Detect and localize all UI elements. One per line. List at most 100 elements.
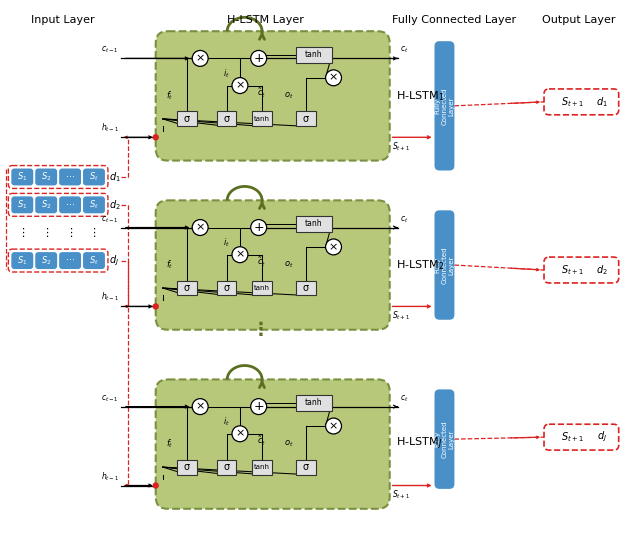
- Text: σ: σ: [223, 283, 230, 293]
- FancyBboxPatch shape: [156, 380, 390, 509]
- Bar: [296, 395, 332, 411]
- FancyBboxPatch shape: [544, 257, 619, 283]
- Text: $c_{t-1}$: $c_{t-1}$: [101, 393, 119, 404]
- Circle shape: [153, 304, 158, 309]
- Text: σ: σ: [184, 462, 190, 472]
- Text: ×: ×: [236, 429, 244, 439]
- Text: σ: σ: [303, 283, 309, 293]
- Text: $d_J$: $d_J$: [597, 430, 607, 444]
- Text: tanh: tanh: [253, 285, 269, 291]
- Text: $S_1$: $S_1$: [17, 171, 28, 183]
- Circle shape: [232, 426, 248, 442]
- Text: ···: ···: [65, 172, 75, 182]
- Text: ⋮: ⋮: [252, 321, 270, 339]
- Text: $i_t$: $i_t$: [223, 416, 230, 428]
- FancyBboxPatch shape: [12, 169, 33, 186]
- Text: ···: ···: [65, 200, 75, 210]
- Bar: [216, 281, 236, 295]
- FancyBboxPatch shape: [156, 200, 390, 330]
- Text: +: +: [253, 221, 264, 234]
- Text: $f_t$: $f_t$: [166, 90, 174, 102]
- Circle shape: [153, 135, 158, 140]
- Bar: [296, 460, 316, 474]
- Text: $c_t$: $c_t$: [399, 214, 408, 225]
- Text: $c_{t-1}$: $c_{t-1}$: [101, 45, 119, 55]
- Text: $o_t$: $o_t$: [284, 260, 293, 270]
- Circle shape: [326, 418, 342, 434]
- Text: $S_{t+1}$: $S_{t+1}$: [392, 140, 410, 153]
- Text: tanh: tanh: [305, 219, 323, 228]
- FancyBboxPatch shape: [59, 169, 81, 186]
- FancyBboxPatch shape: [59, 196, 81, 213]
- FancyBboxPatch shape: [435, 390, 454, 489]
- Text: $d_1$: $d_1$: [596, 95, 608, 109]
- Bar: [216, 460, 236, 474]
- Circle shape: [326, 239, 342, 255]
- Bar: [296, 216, 332, 232]
- FancyBboxPatch shape: [544, 89, 619, 115]
- FancyBboxPatch shape: [35, 252, 57, 269]
- Text: $d_1$: $d_1$: [109, 170, 121, 184]
- FancyBboxPatch shape: [435, 211, 454, 320]
- Text: $h_{t-1}$: $h_{t-1}$: [100, 291, 119, 304]
- Text: σ: σ: [303, 462, 309, 472]
- Text: $\tilde{c}_t$: $\tilde{c}_t$: [257, 435, 266, 448]
- Bar: [252, 281, 271, 295]
- Text: $S_{t+1}$: $S_{t+1}$: [561, 95, 584, 109]
- Text: ×: ×: [236, 250, 244, 259]
- Text: ×: ×: [329, 421, 338, 431]
- FancyBboxPatch shape: [83, 252, 105, 269]
- Text: ×: ×: [329, 242, 338, 252]
- Circle shape: [192, 220, 208, 236]
- Text: tanh: tanh: [253, 116, 269, 122]
- FancyBboxPatch shape: [35, 169, 57, 186]
- Text: $S_{t+1}$: $S_{t+1}$: [392, 310, 410, 322]
- Text: tanh: tanh: [305, 398, 323, 407]
- Text: +: +: [253, 400, 264, 413]
- Text: ⋮: ⋮: [88, 228, 100, 238]
- Bar: [252, 460, 271, 474]
- FancyBboxPatch shape: [12, 196, 33, 213]
- Text: $S_2$: $S_2$: [41, 254, 51, 267]
- Circle shape: [153, 483, 158, 488]
- Circle shape: [326, 70, 342, 86]
- Text: $S_2$: $S_2$: [41, 199, 51, 211]
- FancyBboxPatch shape: [35, 196, 57, 213]
- Circle shape: [192, 51, 208, 66]
- Bar: [296, 112, 316, 126]
- Text: tanh: tanh: [253, 464, 269, 470]
- Text: $i_t$: $i_t$: [223, 67, 230, 80]
- Text: $i_t$: $i_t$: [223, 237, 230, 249]
- Text: σ: σ: [303, 114, 309, 124]
- Text: $c_{t-1}$: $c_{t-1}$: [101, 214, 119, 225]
- Text: H-LSTM Layer: H-LSTM Layer: [227, 15, 303, 26]
- Text: H-LSTM$_2$: H-LSTM$_2$: [396, 258, 444, 272]
- Text: $c_t$: $c_t$: [399, 393, 408, 404]
- Text: $\tilde{c}_t$: $\tilde{c}_t$: [257, 86, 266, 100]
- Text: H-LSTM$_1$: H-LSTM$_1$: [396, 89, 444, 103]
- Text: Fully
Connected
Layer: Fully Connected Layer: [435, 246, 454, 284]
- Bar: [296, 281, 316, 295]
- Bar: [216, 112, 236, 126]
- Text: $d_2$: $d_2$: [596, 263, 608, 277]
- FancyBboxPatch shape: [83, 169, 105, 186]
- Text: ×: ×: [195, 222, 205, 232]
- FancyBboxPatch shape: [435, 41, 454, 170]
- Bar: [177, 112, 196, 126]
- Text: $S_1$: $S_1$: [17, 254, 28, 267]
- Text: $\tilde{c}_t$: $\tilde{c}_t$: [257, 256, 266, 269]
- Text: ×: ×: [195, 53, 205, 64]
- Text: $c_t$: $c_t$: [399, 45, 408, 55]
- Circle shape: [251, 399, 267, 415]
- Text: Fully
Connected
Layer: Fully Connected Layer: [435, 87, 454, 125]
- Circle shape: [251, 51, 267, 66]
- Text: $h_{t-1}$: $h_{t-1}$: [100, 470, 119, 483]
- Text: ⋮: ⋮: [65, 228, 76, 238]
- Text: Input Layer: Input Layer: [31, 15, 95, 26]
- Circle shape: [232, 78, 248, 94]
- Circle shape: [251, 220, 267, 236]
- Circle shape: [232, 247, 248, 263]
- Text: tanh: tanh: [305, 50, 323, 59]
- Bar: [296, 47, 332, 63]
- Text: ×: ×: [236, 81, 244, 90]
